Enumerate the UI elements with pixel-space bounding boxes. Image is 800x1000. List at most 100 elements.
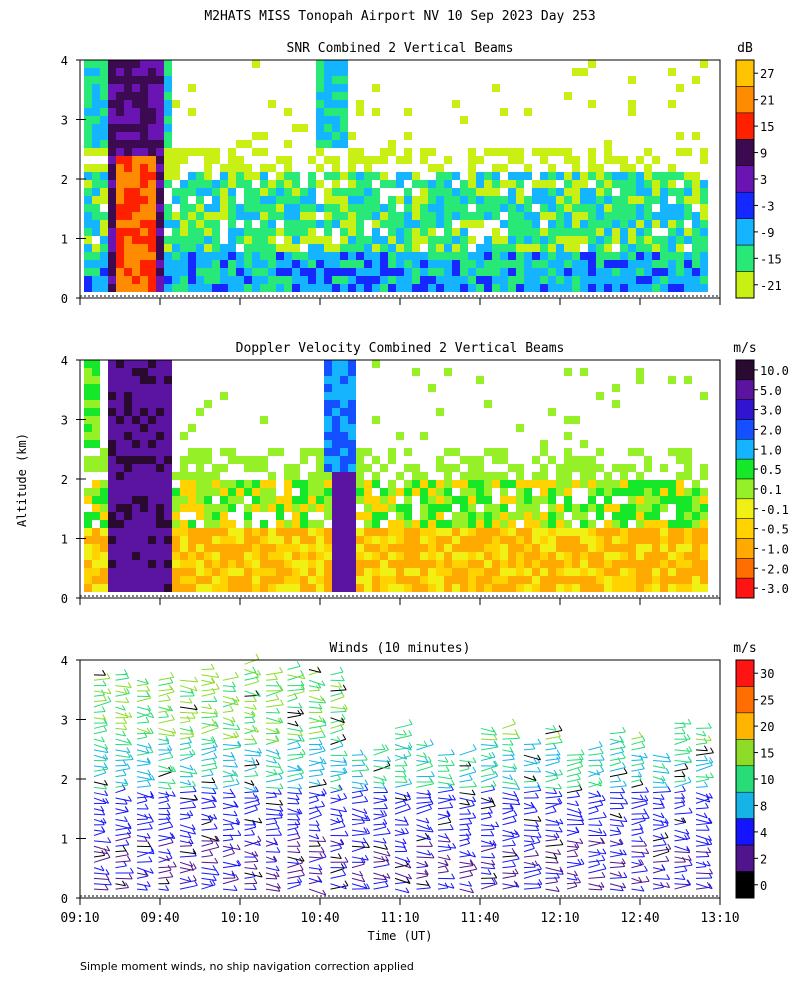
- doppler-cell: [340, 368, 348, 376]
- wind-barb: [136, 875, 149, 879]
- snr-cell: [188, 220, 196, 228]
- snr-cell: [628, 268, 636, 276]
- wind-barb-flag: [620, 737, 625, 743]
- wind-barb-flag: [144, 870, 149, 877]
- wind-barb: [115, 887, 129, 890]
- doppler-cell: [380, 512, 388, 520]
- doppler-cell: [492, 560, 500, 568]
- snr-cell: [628, 220, 636, 228]
- doppler-cell: [132, 480, 140, 488]
- doppler-cell: [612, 528, 620, 536]
- wind-barb: [287, 722, 299, 727]
- doppler-cell: [492, 520, 500, 528]
- snr-cell: [324, 204, 332, 212]
- doppler-cell: [204, 520, 212, 528]
- doppler-cell: [148, 432, 156, 440]
- snr-cell: [476, 284, 484, 292]
- snr-cell: [692, 76, 700, 84]
- wind-barb: [265, 828, 280, 831]
- snr-cell: [100, 116, 108, 124]
- wind-barb: [265, 888, 280, 892]
- wind-barb-flag: [639, 827, 644, 833]
- wind-barb: [136, 872, 148, 876]
- doppler-cell: [500, 568, 508, 576]
- doppler-cell: [300, 536, 308, 544]
- wind-barb-flag: [322, 717, 327, 724]
- snr-cell: [524, 212, 532, 220]
- doppler-cell: [516, 544, 524, 552]
- doppler-cell: [332, 416, 340, 424]
- doppler-cell: [412, 584, 420, 592]
- doppler-cell: [604, 496, 612, 504]
- doppler-cell: [620, 560, 628, 568]
- snr-cell: [188, 108, 196, 116]
- doppler-cell: [244, 528, 252, 536]
- doppler-cell: [388, 456, 396, 464]
- wind-barb: [502, 835, 515, 838]
- doppler-cell: [468, 584, 476, 592]
- wind-barb-flag: [406, 856, 411, 863]
- doppler-cell: [652, 488, 660, 496]
- doppler-cell: [116, 488, 124, 496]
- snr-cell: [508, 156, 516, 164]
- snr-cell: [340, 260, 348, 268]
- wind-barb-flag: [575, 842, 580, 848]
- doppler-cell: [436, 544, 444, 552]
- snr-cell: [404, 204, 412, 212]
- snr-cell: [284, 284, 292, 292]
- snr-cell: [228, 268, 236, 276]
- doppler-cell: [548, 576, 556, 584]
- doppler-cell: [404, 480, 412, 488]
- doppler-cell: [180, 568, 188, 576]
- snr-cell: [628, 284, 636, 292]
- wind-barb-flag: [165, 878, 170, 884]
- wind-barb-flag: [129, 754, 134, 760]
- wind-barb-flag: [300, 736, 305, 742]
- doppler-cell: [332, 488, 340, 496]
- wind-barb: [158, 813, 171, 816]
- snr-cell: [612, 220, 620, 228]
- doppler-cell: [684, 488, 692, 496]
- wind-barb-flag: [191, 824, 196, 830]
- snr-cell: [268, 228, 276, 236]
- doppler-cell: [348, 440, 356, 448]
- doppler-cell: [84, 384, 92, 392]
- doppler-cell: [148, 464, 156, 472]
- snr-cell: [172, 244, 180, 252]
- snr-cell: [660, 260, 668, 268]
- wind-barb-flag: [274, 839, 279, 846]
- snr-cell: [348, 236, 356, 244]
- doppler-cell: [268, 560, 276, 568]
- snr-cell: [348, 212, 356, 220]
- snr-cell: [420, 252, 428, 260]
- doppler-cell: [476, 480, 484, 488]
- doppler-cell: [132, 536, 140, 544]
- wind-barb: [695, 738, 712, 742]
- wind-barb: [265, 867, 280, 872]
- snr-cell: [692, 212, 700, 220]
- doppler-cell: [196, 512, 204, 520]
- doppler-cell: [108, 392, 116, 400]
- snr-cell: [596, 284, 604, 292]
- wind-barb: [222, 770, 239, 777]
- snr-cell: [156, 124, 164, 132]
- wind-barb: [394, 733, 407, 736]
- snr-cell: [308, 228, 316, 236]
- wind-barb-flag: [105, 874, 110, 880]
- snr-cell: [564, 276, 572, 284]
- snr-cell: [148, 220, 156, 228]
- snr-cell: [564, 92, 572, 100]
- snr-cell: [180, 220, 188, 228]
- doppler-cell: [460, 456, 468, 464]
- doppler-cell: [436, 520, 444, 528]
- wind-barb-flag: [234, 802, 239, 808]
- snr-cell: [252, 172, 260, 180]
- snr-cell: [620, 156, 628, 164]
- snr-cell: [132, 180, 140, 188]
- snr-cell: [100, 148, 108, 156]
- wind-barb: [201, 749, 217, 756]
- wind-barb: [308, 706, 322, 710]
- snr-cell: [628, 228, 636, 236]
- wind-barb: [287, 674, 306, 680]
